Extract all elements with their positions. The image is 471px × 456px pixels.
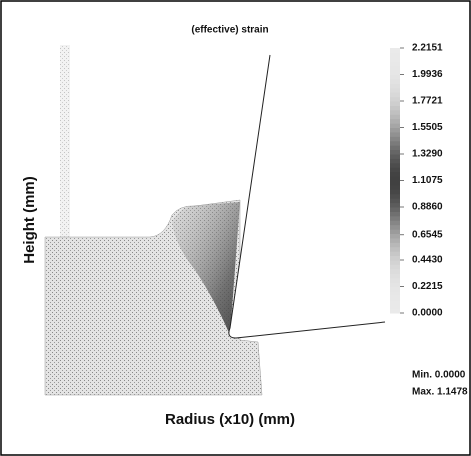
colorbar-segment xyxy=(390,290,400,296)
colorbar-segment xyxy=(390,264,400,270)
colorbar-segment xyxy=(390,295,400,301)
colorbar-segment xyxy=(390,158,400,164)
colorbar-segment xyxy=(390,101,400,106)
colorbar-tick-label: 2.2151 xyxy=(412,43,443,54)
colorbar-tick-label: 1.1075 xyxy=(412,175,443,186)
colorbar-segment xyxy=(390,246,400,252)
colorbar-segment xyxy=(390,162,400,168)
annotation: Min. 0.0000 xyxy=(412,370,466,381)
colorbar-segment xyxy=(390,176,400,181)
colorbar-segment xyxy=(390,114,400,120)
shear-zone xyxy=(172,202,240,335)
colorbar-segment xyxy=(390,136,400,142)
colorbar-tick-label: 1.5505 xyxy=(412,122,443,133)
colorbar-segment xyxy=(390,83,400,89)
colorbar-segment xyxy=(390,154,400,159)
colorbar-segment xyxy=(390,131,400,137)
colorbar-segment xyxy=(390,180,400,186)
colorbar-segment xyxy=(390,299,400,305)
colorbar-segment xyxy=(390,87,400,93)
colorbar-segment xyxy=(390,277,400,283)
colorbar-tick-label: 1.3290 xyxy=(412,149,443,160)
colorbar-segment xyxy=(390,220,400,226)
colorbar-segment xyxy=(390,304,400,310)
colorbar-segment xyxy=(390,123,400,128)
x-axis-label: Radius (x10) (mm) xyxy=(165,411,295,428)
colorbar-segment xyxy=(390,268,400,274)
colorbar-tick-label: 0.0000 xyxy=(412,308,443,319)
colorbar-segment xyxy=(390,140,400,146)
colorbar-segment xyxy=(390,286,400,292)
colorbar-segment xyxy=(390,198,400,204)
colorbar-segment xyxy=(390,260,400,265)
colorbar-segment xyxy=(390,251,400,257)
colorbar-tick-label: 1.9936 xyxy=(412,69,443,80)
colorbar-segment xyxy=(390,202,400,208)
colorbar-tick-label: 0.6545 xyxy=(412,229,443,240)
colorbar-segment xyxy=(390,92,400,98)
colorbar-segment xyxy=(390,237,400,243)
colorbar-segment xyxy=(390,74,400,80)
colorbar-segment xyxy=(390,273,400,279)
colorbar-segment xyxy=(390,118,400,124)
colorbar-segment xyxy=(390,96,400,102)
colorbar-tick-label: 0.4430 xyxy=(412,255,443,266)
colorbar-segment xyxy=(390,48,400,53)
colorbar-segment xyxy=(390,105,400,111)
colorbar-segment xyxy=(390,127,400,133)
colorbar-segment xyxy=(390,282,400,287)
colorbar-segment xyxy=(390,65,400,71)
colorbar-segment xyxy=(390,61,400,67)
colorbar-segment xyxy=(390,167,400,173)
colorbar-segment xyxy=(390,171,400,177)
y-axis-label: Height (mm) xyxy=(21,176,38,264)
colorbar-tick-label: 0.2215 xyxy=(412,281,443,292)
colorbar-segment xyxy=(390,149,400,155)
colorbar-segment xyxy=(390,70,400,75)
colorbar-segment xyxy=(390,242,400,248)
colorbar-segment xyxy=(390,207,400,212)
axis-strip xyxy=(60,45,70,395)
colorbar-segment xyxy=(390,229,400,234)
colorbar-segment xyxy=(390,224,400,230)
colorbar-segment xyxy=(390,56,400,62)
die xyxy=(228,54,386,339)
colorbar-segment xyxy=(390,52,400,58)
colorbar-tick-label: 1.7721 xyxy=(412,96,443,107)
colorbar-segment xyxy=(390,78,400,84)
colorbar-segment xyxy=(390,215,400,221)
colorbar-segment xyxy=(390,145,400,151)
colorbar-segment xyxy=(390,308,400,314)
colorbar-segment xyxy=(390,233,400,239)
colorbar-segment xyxy=(390,255,400,261)
colorbar-segment xyxy=(390,189,400,195)
colorbar-segment xyxy=(390,211,400,217)
colorbar-tick-label: 0.8860 xyxy=(412,202,443,213)
workpiece xyxy=(44,199,263,396)
chart-title: (effective) strain xyxy=(191,25,268,36)
annotation: Max. 1.1478 xyxy=(412,387,468,398)
colorbar-segment xyxy=(390,184,400,190)
colorbar-segment xyxy=(390,193,400,199)
colorbar-segment xyxy=(390,109,400,115)
